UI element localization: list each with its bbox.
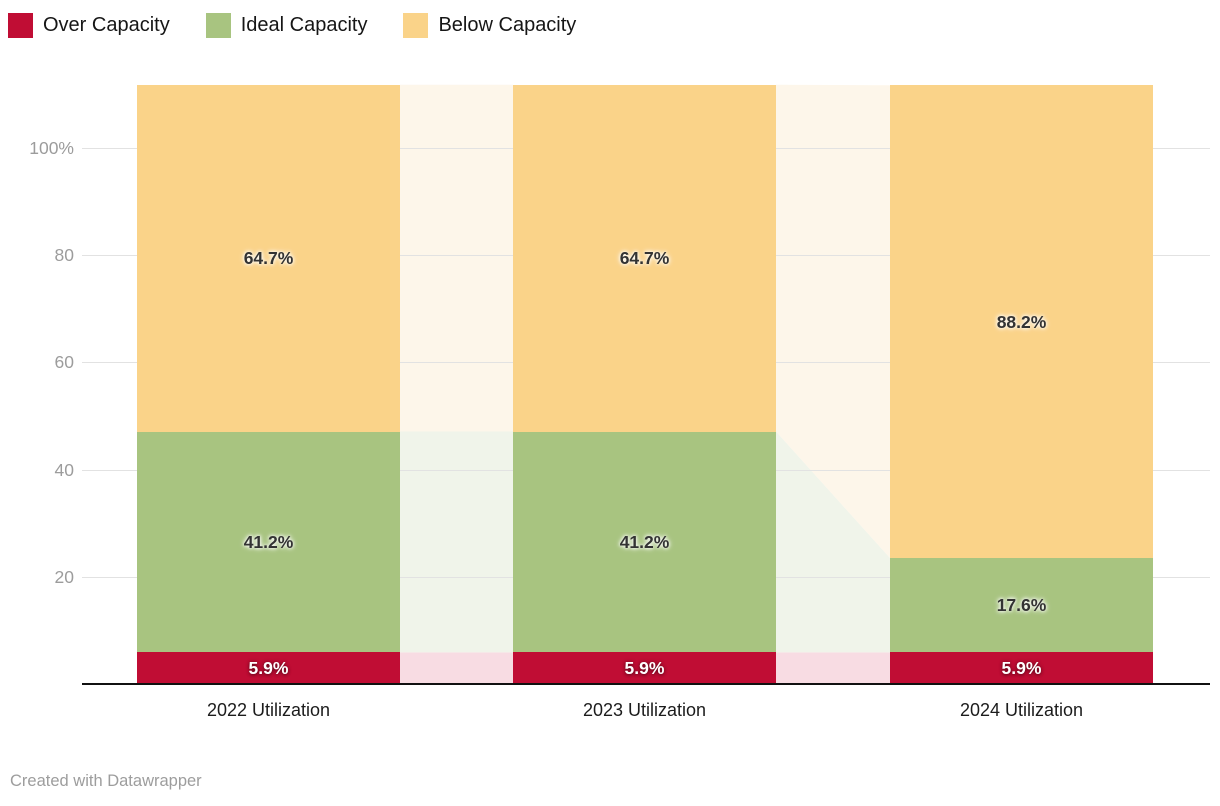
legend-item: Below Capacity: [403, 13, 576, 38]
legend-swatch-icon: [8, 13, 33, 38]
connector-band: [776, 84, 890, 559]
category-label: 2022 Utilization: [206, 700, 331, 720]
connector-band: [400, 652, 513, 684]
y-tick-label: 20: [54, 567, 74, 587]
legend: Over Capacity Ideal Capacity Below Capacit…: [8, 13, 576, 38]
value-label: 41.2%: [619, 532, 670, 552]
value-label: 17.6%: [996, 595, 1047, 615]
connector-band: [400, 431, 513, 653]
y-tick-label: 60: [54, 352, 74, 372]
y-tick-label: 40: [54, 460, 74, 480]
bar-segment: [513, 84, 776, 432]
legend-label: Below Capacity: [438, 14, 577, 36]
legend-item: Ideal Capacity: [205, 13, 368, 38]
bar-segment: [137, 652, 400, 684]
x-axis-baseline: [82, 683, 1210, 685]
legend-swatch-icon: [403, 13, 429, 38]
value-label: 88.2%: [996, 312, 1047, 332]
bar-segment: [513, 652, 776, 684]
value-label: 64.7%: [619, 248, 670, 268]
legend-swatch-icon: [205, 13, 231, 38]
value-label: 5.9%: [624, 658, 665, 678]
y-tick-label: 100%: [29, 138, 74, 158]
bar-segment: [890, 652, 1153, 684]
value-label: 64.7%: [243, 248, 294, 268]
bar-segment: [137, 84, 400, 432]
connector-band: [776, 652, 890, 684]
legend-label: Over Capacity: [43, 14, 170, 36]
legend-item: Over Capacity: [8, 13, 170, 38]
connector-band: [776, 431, 890, 653]
bar-segment: [137, 431, 400, 653]
bar-segment: [890, 558, 1153, 653]
connector-band: [400, 84, 513, 432]
credit-text: Created with Datawrapper: [10, 772, 202, 790]
value-label: 5.9%: [1001, 658, 1042, 678]
value-label: 41.2%: [243, 532, 294, 552]
value-label: 5.9%: [248, 658, 289, 678]
y-tick-label: 80: [54, 245, 74, 265]
category-label: 2024 Utilization: [959, 700, 1084, 720]
legend-label: Ideal Capacity: [240, 14, 368, 36]
bar-segment: [890, 85, 1153, 559]
category-label: 2023 Utilization: [582, 700, 707, 720]
bar-segment: [513, 431, 776, 653]
